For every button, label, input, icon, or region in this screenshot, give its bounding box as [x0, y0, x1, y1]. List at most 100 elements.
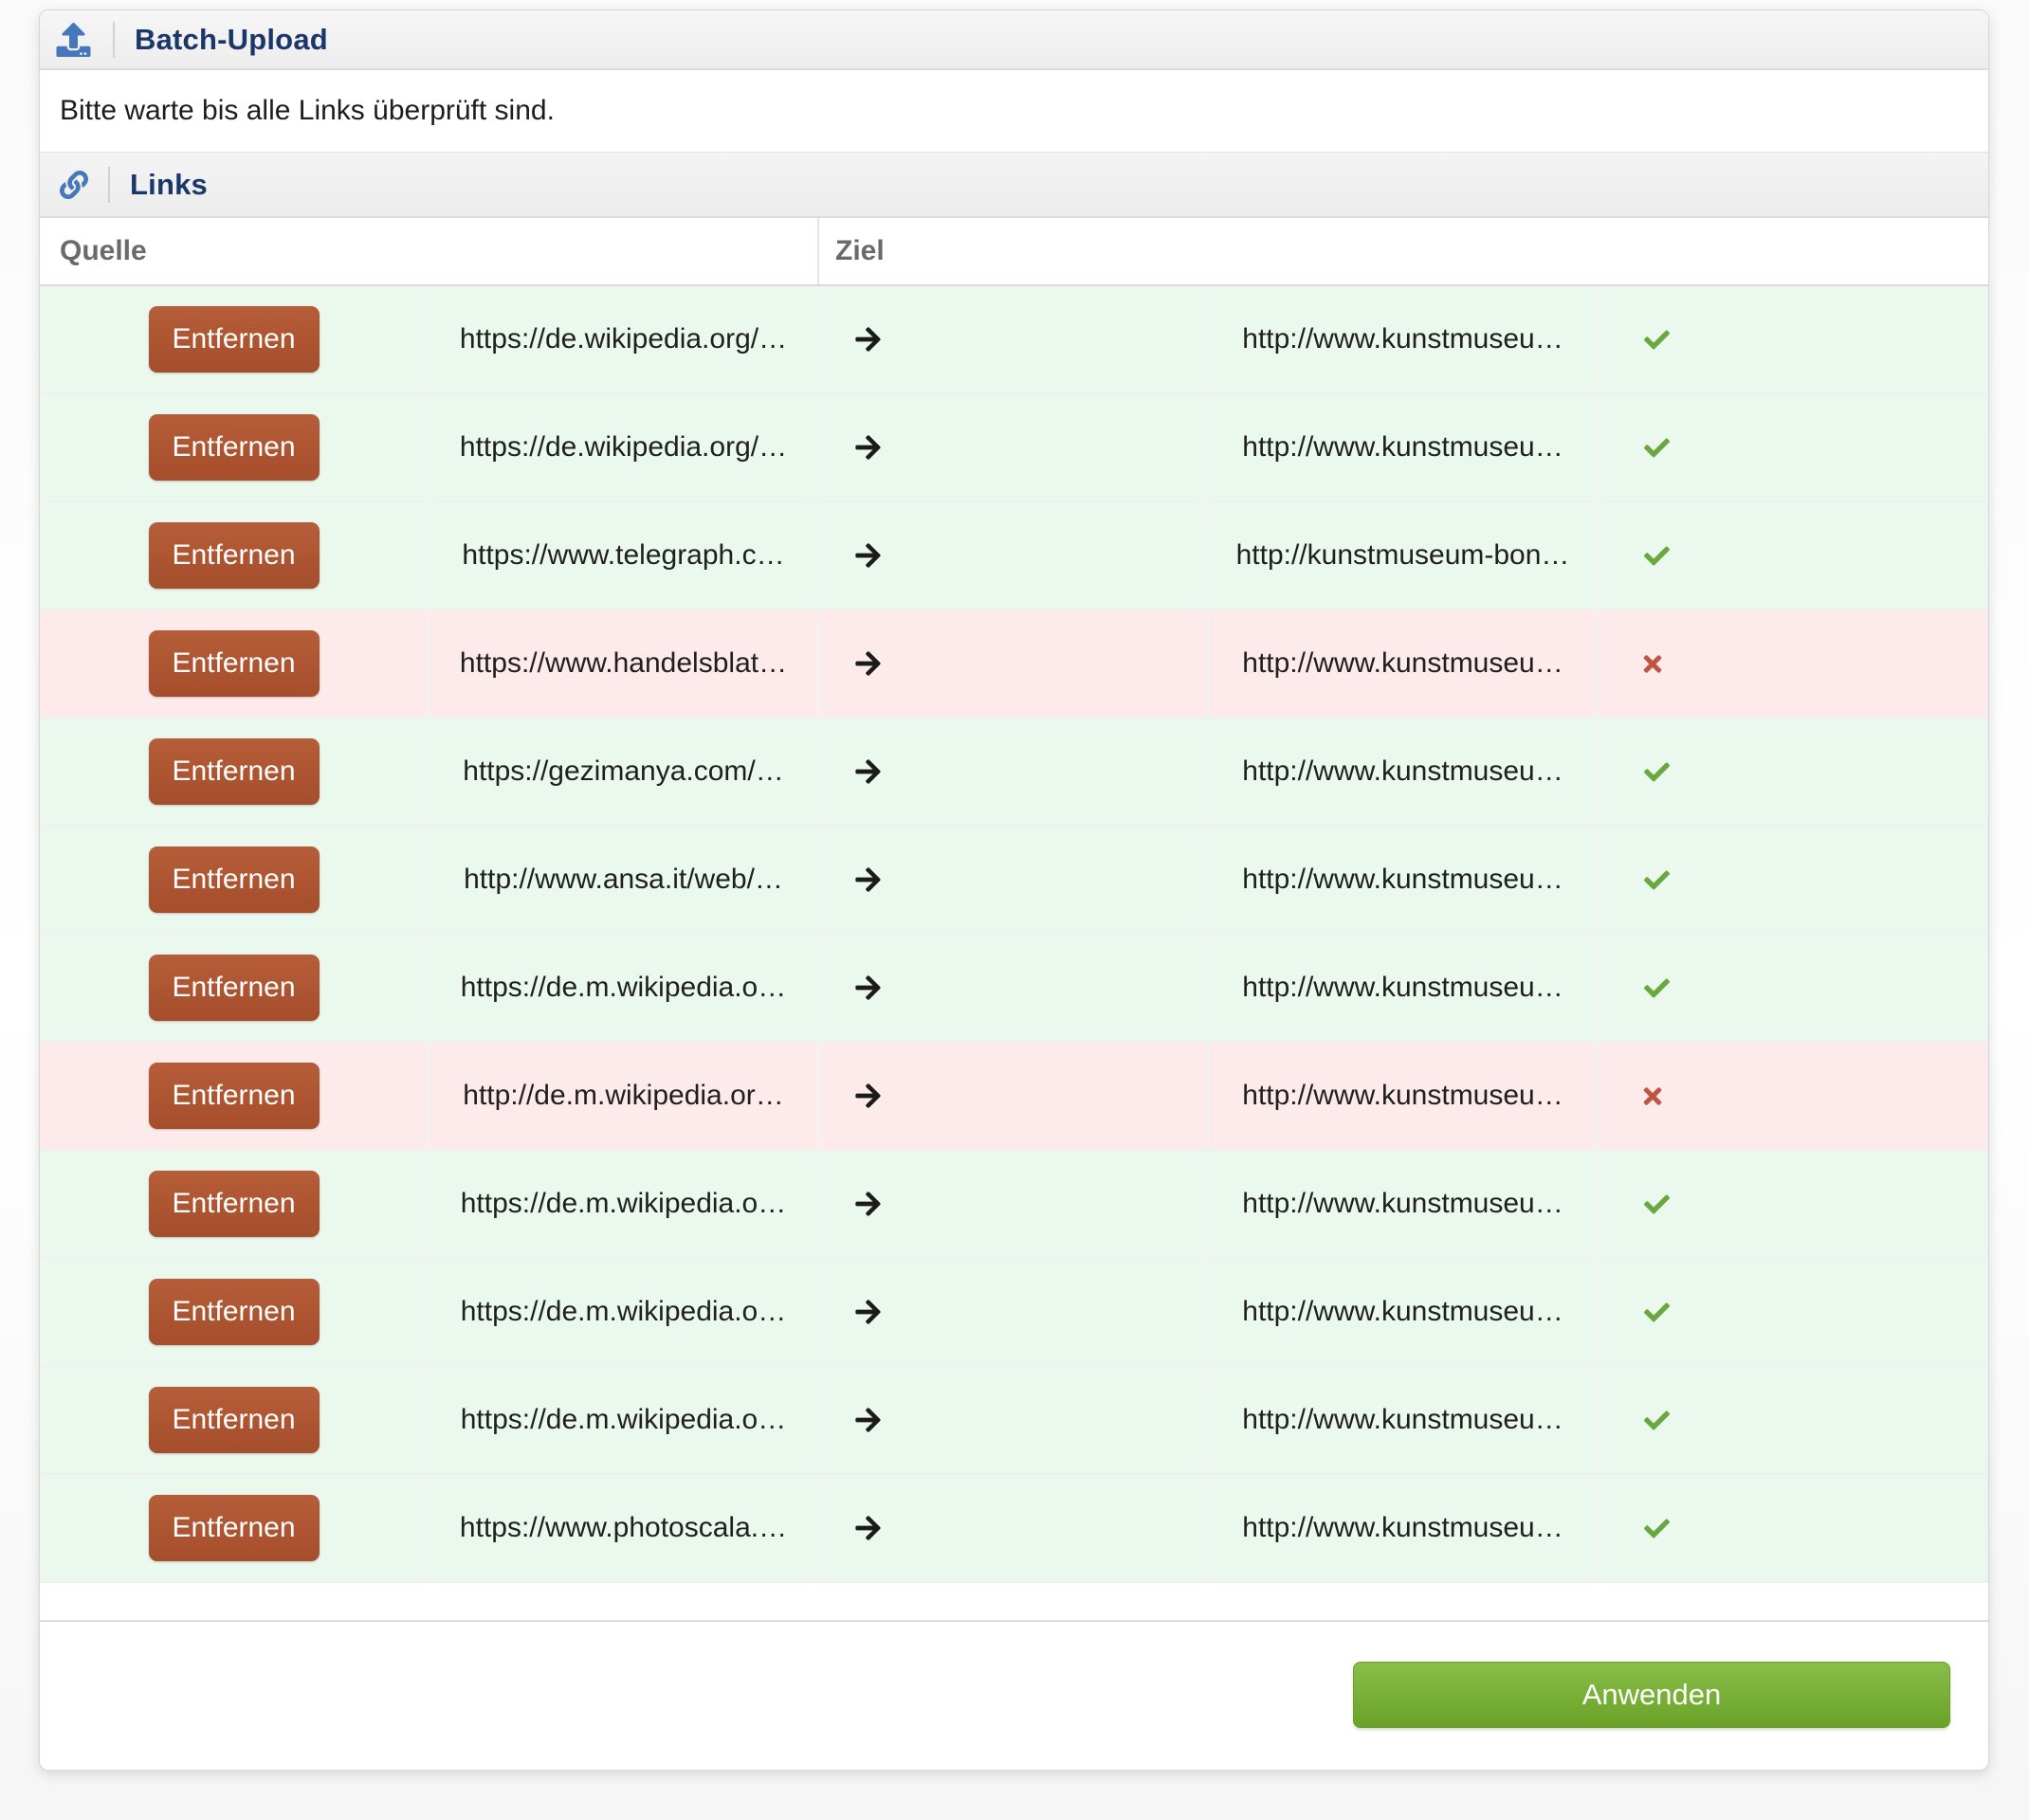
source-url: https://de.m.wikipedia.o… — [430, 1151, 819, 1257]
header-divider — [108, 166, 110, 203]
table-gap — [40, 1583, 1988, 1620]
status-cell — [1599, 610, 1988, 717]
link-row: Entfernen https://gezimanya.com/… http:/… — [40, 719, 1988, 827]
status-cell — [1599, 935, 1988, 1041]
target-url: http://www.kunstmuseu… — [1209, 1043, 1599, 1149]
remove-button[interactable]: Entfernen — [148, 846, 320, 913]
link-row: Entfernen https://de.wikipedia.org/… htt… — [40, 286, 1988, 394]
apply-button[interactable]: Anwenden — [1353, 1662, 1950, 1728]
arrow-cell — [819, 394, 1209, 500]
status-cell — [1599, 502, 1988, 609]
check-icon — [1641, 759, 1673, 785]
source-url: https://www.telegraph.c… — [430, 502, 819, 609]
remove-button[interactable]: Entfernen — [148, 955, 320, 1021]
status-cell — [1599, 1475, 1988, 1581]
status-cell — [1599, 827, 1988, 933]
arrow-cell — [819, 1043, 1209, 1149]
panel-footer: Anwenden — [40, 1620, 1988, 1770]
source-url: https://www.handelsblat… — [430, 610, 819, 717]
panel-header: Batch-Upload — [40, 10, 1988, 70]
remove-cell: Entfernen — [40, 394, 430, 500]
remove-cell: Entfernen — [40, 719, 430, 825]
remove-cell: Entfernen — [40, 1043, 430, 1149]
target-url: http://www.kunstmuseu… — [1209, 719, 1599, 825]
target-url: http://www.kunstmuseu… — [1209, 935, 1599, 1041]
link-row: Entfernen https://de.m.wikipedia.o… http… — [40, 1367, 1988, 1475]
link-row: Entfernen http://www.ansa.it/web/… http:… — [40, 827, 1988, 935]
link-row: Entfernen https://www.photoscala.… http:… — [40, 1475, 1988, 1583]
target-url: http://www.kunstmuseu… — [1209, 1475, 1599, 1581]
check-icon — [1641, 543, 1673, 569]
upload-icon — [54, 22, 93, 57]
check-icon — [1641, 435, 1673, 461]
cross-icon — [1641, 651, 1664, 677]
check-icon — [1641, 1408, 1673, 1433]
remove-cell: Entfernen — [40, 1367, 430, 1473]
arrow-right-icon — [853, 433, 883, 462]
link-row: Entfernen http://de.m.wikipedia.or… http… — [40, 1043, 1988, 1151]
link-row: Entfernen https://de.wikipedia.org/… htt… — [40, 394, 1988, 502]
arrow-right-icon — [853, 649, 883, 678]
arrow-cell — [819, 719, 1209, 825]
cross-icon — [1641, 1083, 1664, 1109]
arrow-right-icon — [853, 1514, 883, 1542]
arrow-right-icon — [853, 541, 883, 570]
link-row: Entfernen https://de.m.wikipedia.o… http… — [40, 935, 1988, 1043]
header-divider — [113, 21, 115, 58]
target-url: http://www.kunstmuseu… — [1209, 610, 1599, 717]
status-cell — [1599, 1259, 1988, 1365]
panel-title: Batch-Upload — [135, 22, 328, 56]
source-url: https://de.m.wikipedia.o… — [430, 1367, 819, 1473]
check-icon — [1641, 327, 1673, 353]
target-url: http://www.kunstmuseu… — [1209, 394, 1599, 500]
source-url: https://de.wikipedia.org/… — [430, 286, 819, 392]
source-url: https://de.wikipedia.org/… — [430, 394, 819, 500]
remove-cell: Entfernen — [40, 1475, 430, 1581]
check-icon — [1641, 1300, 1673, 1325]
target-url: http://kunstmuseum-bon… — [1209, 502, 1599, 609]
remove-button[interactable]: Entfernen — [148, 1279, 320, 1345]
remove-button[interactable]: Entfernen — [148, 738, 320, 805]
check-icon — [1641, 1192, 1673, 1217]
arrow-right-icon — [853, 1190, 883, 1218]
link-row: Entfernen https://www.telegraph.c… http:… — [40, 502, 1988, 610]
arrow-cell — [819, 935, 1209, 1041]
source-url: https://de.m.wikipedia.o… — [430, 1259, 819, 1365]
status-cell — [1599, 719, 1988, 825]
arrow-right-icon — [853, 325, 883, 354]
source-url: http://de.m.wikipedia.or… — [430, 1043, 819, 1149]
remove-button[interactable]: Entfernen — [148, 522, 320, 589]
arrow-cell — [819, 1475, 1209, 1581]
remove-cell: Entfernen — [40, 1259, 430, 1365]
arrow-right-icon — [853, 865, 883, 894]
target-url: http://www.kunstmuseu… — [1209, 286, 1599, 392]
target-url: http://www.kunstmuseu… — [1209, 827, 1599, 933]
arrow-cell — [819, 1151, 1209, 1257]
arrow-right-icon — [853, 1406, 883, 1434]
column-header-ziel: Ziel — [835, 235, 885, 266]
remove-button[interactable]: Entfernen — [148, 1387, 320, 1453]
source-url: https://gezimanya.com/… — [430, 719, 819, 825]
source-url: https://de.m.wikipedia.o… — [430, 935, 819, 1041]
status-cell — [1599, 1151, 1988, 1257]
status-message: Bitte warte bis alle Links überprüft sin… — [40, 70, 1988, 153]
link-icon — [60, 170, 88, 199]
remove-button[interactable]: Entfernen — [148, 1495, 320, 1561]
status-cell — [1599, 1367, 1988, 1473]
remove-button[interactable]: Entfernen — [148, 1063, 320, 1129]
target-url: http://www.kunstmuseu… — [1209, 1259, 1599, 1365]
remove-button[interactable]: Entfernen — [148, 1171, 320, 1237]
arrow-right-icon — [853, 1298, 883, 1326]
remove-button[interactable]: Entfernen — [148, 414, 320, 481]
link-row: Entfernen https://de.m.wikipedia.o… http… — [40, 1259, 1988, 1367]
remove-button[interactable]: Entfernen — [148, 306, 320, 373]
target-url: http://www.kunstmuseu… — [1209, 1367, 1599, 1473]
remove-button[interactable]: Entfernen — [148, 630, 320, 697]
status-message-text: Bitte warte bis alle Links überprüft sin… — [60, 95, 555, 126]
arrow-right-icon — [853, 974, 883, 1002]
remove-cell: Entfernen — [40, 502, 430, 609]
source-url: http://www.ansa.it/web/… — [430, 827, 819, 933]
arrow-right-icon — [853, 757, 883, 786]
status-cell — [1599, 1043, 1988, 1149]
check-icon — [1641, 867, 1673, 893]
